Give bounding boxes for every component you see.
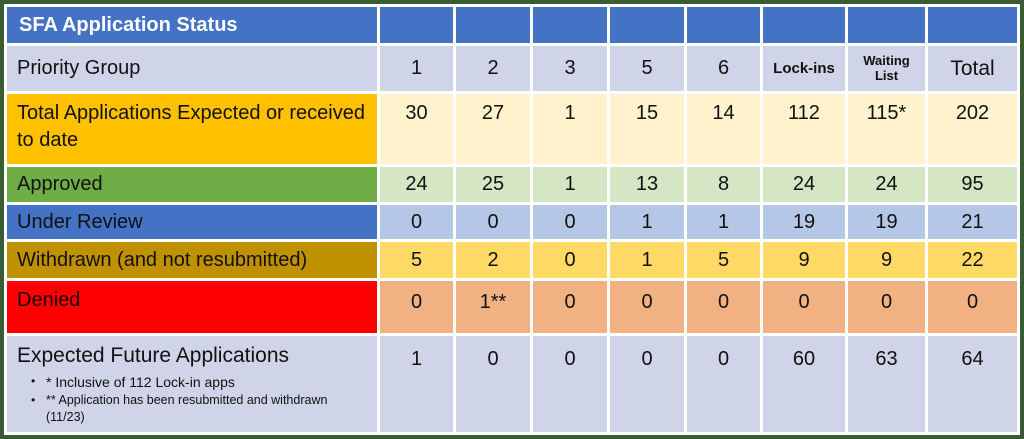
value-cell: 24 <box>848 167 925 202</box>
table-row-approved: Approved 24 25 1 13 8 24 24 95 <box>7 167 1017 202</box>
title-spacer-cell <box>687 7 760 43</box>
value-cell: 1 <box>687 205 760 239</box>
value-cell: 21 <box>928 205 1017 239</box>
value-cell: 14 <box>687 94 760 164</box>
table-title: SFA Application Status <box>7 7 377 43</box>
value-cell: 0 <box>533 205 607 239</box>
value-cell: 5 <box>687 242 760 278</box>
footnote-resubmitted: ** Application has been resubmitted and … <box>31 392 356 426</box>
value-cell: 22 <box>928 242 1017 278</box>
value-cell: 202 <box>928 94 1017 164</box>
value-cell: 0 <box>687 281 760 333</box>
value-cell: 1 <box>380 336 453 432</box>
value-cell: 27 <box>456 94 530 164</box>
priority-group-label: Priority Group <box>7 46 377 91</box>
column-header-total: Total <box>928 46 1017 91</box>
value-cell: 0 <box>533 242 607 278</box>
footnote-list: * Inclusive of 112 Lock-in apps ** Appli… <box>17 373 371 426</box>
column-header-2: 2 <box>456 46 530 91</box>
value-cell: 13 <box>610 167 684 202</box>
value-cell: 115* <box>848 94 925 164</box>
value-cell: 0 <box>928 281 1017 333</box>
title-spacer-cell <box>848 7 925 43</box>
title-spacer-cell <box>380 7 453 43</box>
value-cell: 1 <box>610 205 684 239</box>
column-header-3: 3 <box>533 46 607 91</box>
table-row-total-applications: Total Applications Expected or received … <box>7 94 1017 164</box>
value-cell: 19 <box>848 205 925 239</box>
value-cell: 1 <box>533 167 607 202</box>
value-cell: 0 <box>456 205 530 239</box>
value-cell: 25 <box>456 167 530 202</box>
row-label: Expected Future Applications <box>17 344 289 367</box>
row-label: Total Applications Expected or received … <box>7 94 377 164</box>
title-spacer-cell <box>533 7 607 43</box>
value-cell: 24 <box>763 167 845 202</box>
value-cell: 60 <box>763 336 845 432</box>
table-row-expected-future: Expected Future Applications * Inclusive… <box>7 336 1017 432</box>
value-cell: 30 <box>380 94 453 164</box>
value-cell: 64 <box>928 336 1017 432</box>
value-cell: 0 <box>533 336 607 432</box>
table-row-withdrawn: Withdrawn (and not resubmitted) 5 2 0 1 … <box>7 242 1017 278</box>
value-cell: 24 <box>380 167 453 202</box>
column-header-1: 1 <box>380 46 453 91</box>
value-cell: 9 <box>848 242 925 278</box>
table-row-denied: Denied 0 1** 0 0 0 0 0 0 <box>7 281 1017 333</box>
value-cell: 1 <box>610 242 684 278</box>
value-cell: 8 <box>687 167 760 202</box>
row-label-with-footnotes: Expected Future Applications * Inclusive… <box>7 336 377 432</box>
table-row-under-review: Under Review 0 0 0 1 1 19 19 21 <box>7 205 1017 239</box>
title-spacer-cell <box>456 7 530 43</box>
column-header-row: Priority Group 1 2 3 5 6 Lock-ins Waitin… <box>7 46 1017 91</box>
value-cell: 9 <box>763 242 845 278</box>
value-cell: 15 <box>610 94 684 164</box>
row-label: Under Review <box>7 205 377 239</box>
status-table: SFA Application Status Priority Group 1 … <box>4 4 1020 435</box>
value-cell: 95 <box>928 167 1017 202</box>
title-row: SFA Application Status <box>7 7 1017 43</box>
value-cell: 0 <box>533 281 607 333</box>
value-cell: 63 <box>848 336 925 432</box>
value-cell: 1** <box>456 281 530 333</box>
value-cell: 0 <box>380 281 453 333</box>
title-spacer-cell <box>610 7 684 43</box>
value-cell: 1 <box>533 94 607 164</box>
footnote-lock-in-apps: * Inclusive of 112 Lock-in apps <box>31 373 371 392</box>
value-cell: 19 <box>763 205 845 239</box>
value-cell: 0 <box>848 281 925 333</box>
row-label: Denied <box>7 281 377 333</box>
value-cell: 5 <box>380 242 453 278</box>
title-spacer-cell <box>928 7 1017 43</box>
row-label: Withdrawn (and not resubmitted) <box>7 242 377 278</box>
value-cell: 0 <box>380 205 453 239</box>
column-header-lockins: Lock-ins <box>763 46 845 91</box>
column-header-waiting-list: Waiting List <box>848 46 925 91</box>
value-cell: 0 <box>456 336 530 432</box>
value-cell: 2 <box>456 242 530 278</box>
title-spacer-cell <box>763 7 845 43</box>
column-header-5: 5 <box>610 46 684 91</box>
value-cell: 0 <box>610 281 684 333</box>
value-cell: 112 <box>763 94 845 164</box>
value-cell: 0 <box>610 336 684 432</box>
column-header-6: 6 <box>687 46 760 91</box>
row-label: Approved <box>7 167 377 202</box>
value-cell: 0 <box>763 281 845 333</box>
value-cell: 0 <box>687 336 760 432</box>
